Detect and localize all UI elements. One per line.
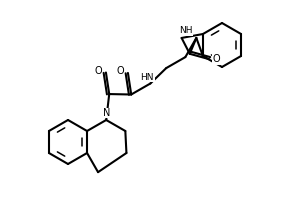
Text: O: O <box>116 66 124 76</box>
Text: NH: NH <box>179 26 192 35</box>
Text: N: N <box>103 108 110 118</box>
Text: O: O <box>94 66 102 76</box>
Text: O: O <box>213 54 220 64</box>
Text: HN: HN <box>141 73 154 82</box>
